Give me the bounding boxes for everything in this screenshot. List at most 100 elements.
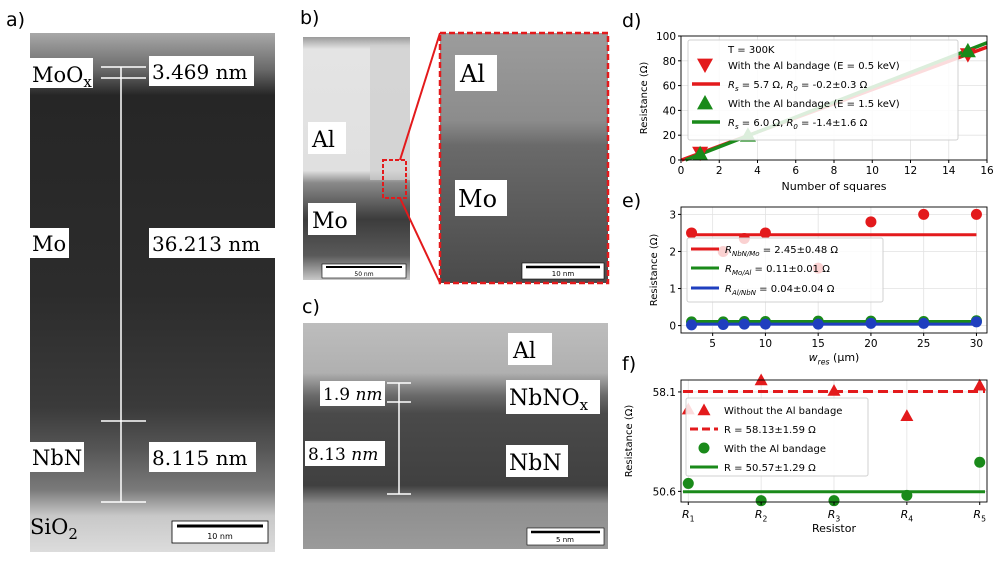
svg-text:1.9 nm: 1.9 nm: [323, 385, 383, 405]
chart-f-point-green-1: [755, 495, 767, 507]
chart-e-point-0-3: [759, 227, 771, 239]
chart-f-legend-marker-2: [698, 442, 710, 454]
svg-text:Al: Al: [512, 339, 536, 364]
chart-d-ytick-1: 20: [663, 130, 676, 142]
zoom-connector-top: [399, 32, 441, 161]
chart-f-point-green-2: [828, 495, 840, 507]
chart-e-xtick-5: 30: [970, 338, 983, 350]
chart-f-panel-label: f): [622, 353, 636, 375]
chart-d-point-2-2: [959, 42, 976, 58]
chart-e-point-2-3: [759, 318, 771, 330]
svg-text:Al: Al: [311, 128, 335, 153]
zoom-connector-bottom: [399, 197, 441, 284]
chart-d-xtick-4: 8: [831, 165, 838, 177]
chart-e-point-2-5: [865, 317, 877, 329]
chart-d-xtick-3: 6: [792, 165, 799, 177]
chart-e-ytick-3: 3: [669, 209, 676, 221]
chart-d-ytick-4: 80: [663, 56, 676, 68]
chart-d-xtick-8: 16: [980, 165, 994, 177]
thickness-label-nbn: 8.115 nm: [149, 442, 256, 472]
chart-f-xtick-0: R1: [682, 508, 695, 523]
chart-f-point-green-4: [974, 456, 986, 468]
c-label-nbn: NbN: [506, 445, 568, 477]
chart-f-point-red-3: [900, 409, 914, 422]
chart-d-point-2-0: [692, 145, 709, 161]
chart-d-ytick-0: 0: [669, 155, 676, 167]
chart-e-ytick-1: 1: [669, 284, 676, 296]
chart-f-ytick-0: 50.6: [653, 486, 677, 498]
svg-text:36.213 nm: 36.213 nm: [152, 232, 260, 256]
chart-f-xtick-2: R3: [828, 508, 841, 523]
chart-e-xlabel: wres (μm): [809, 351, 860, 366]
chart-e-panel-label: e): [622, 190, 641, 212]
chart-d-xtick-1: 2: [716, 165, 723, 177]
chart-d-ylabel: Resistance (Ω): [639, 62, 650, 135]
c-label-nbnox: NbNOx: [506, 380, 600, 414]
chart-d: d) 0 2 4 6 8 10 12 14 16 0 20 40 60 80 100 Number of squ…: [622, 10, 994, 193]
svg-text:NbN: NbN: [32, 446, 82, 470]
chart-f-xtick-1: R2: [755, 508, 768, 523]
chart-e-point-2-2: [738, 318, 750, 330]
panel-c-label: c): [302, 296, 320, 318]
chart-e-ytick-0: 0: [669, 321, 676, 333]
tem-image-a: [30, 33, 275, 552]
chart-e-point-2-6: [918, 317, 930, 329]
chart-e-point-0-6: [918, 208, 930, 220]
scalebar-a: 10 nm: [171, 520, 269, 544]
chart-f-ylabel: Resistance (Ω): [624, 405, 635, 478]
chart-f-ytick-1: 58.1: [653, 387, 676, 399]
chart-e-point-2-7: [970, 316, 982, 328]
chart-e-xtick-4: 25: [917, 338, 930, 350]
layer-label-nbn: NbN: [29, 442, 84, 472]
svg-text:10 nm: 10 nm: [207, 532, 233, 541]
chart-d-xlabel: Number of squares: [782, 180, 887, 193]
chart-f-point-green-0: [682, 477, 694, 489]
chart-f-legend-label-2: With the Al bandage: [724, 444, 826, 455]
chart-e-legend-label-1: RMo/Al = 0.11±0.01 Ω: [725, 264, 830, 277]
svg-text:8.13 nm: 8.13 nm: [308, 445, 378, 465]
chart-d-ytick-2: 40: [663, 105, 676, 117]
inset-label-mo: Mo: [455, 180, 507, 216]
chart-f-legend-marker-0: [697, 403, 711, 416]
svg-text:10 nm: 10 nm: [552, 270, 575, 278]
inset-label-al: Al: [455, 55, 497, 91]
layer-label-moox: MoOx: [29, 58, 93, 91]
svg-text:5 nm: 5 nm: [556, 536, 574, 544]
chart-f-point-red-4: [973, 378, 987, 391]
svg-text:NbN: NbN: [509, 451, 562, 476]
chart-d-legend-marker-2: [697, 95, 713, 110]
tem-image-c: [303, 323, 608, 549]
chart-d-panel-label: d): [622, 10, 641, 32]
scalebar-b-left: 50 nm: [321, 263, 407, 279]
chart-e-point-2-4: [812, 318, 824, 330]
thickness-label-moox: 3.469 nm: [149, 56, 254, 86]
chart-d-legend-label-0: With the Al bandage (E = 0.5 keV): [728, 61, 900, 72]
b-label-mo: Mo: [308, 203, 356, 235]
chart-e-xtick-3: 20: [864, 338, 877, 350]
chart-f-xlabel: Resistor: [812, 522, 856, 535]
chart-d-xtick-5: 10: [866, 165, 879, 177]
substrate-label: SiO2: [30, 515, 78, 543]
chart-d-legend-marker-0: [697, 58, 713, 73]
chart-d-legend-title: T = 300K: [727, 45, 775, 56]
chart-e-point-2-1: [717, 318, 729, 330]
c-label-al: Al: [508, 333, 552, 365]
chart-f-point-green-3: [901, 489, 913, 501]
chart-e: e) 5 10 15 20 25 30 0 1 2 3 wres (μm) Resistance (Ω)…: [622, 190, 988, 366]
c-thickness-2: 8.13 nm: [305, 441, 385, 466]
chart-e-xtick-0: 5: [709, 338, 716, 350]
chart-f-legend-label-0: Without the Al bandage: [724, 406, 842, 417]
chart-e-ylabel: Resistance (Ω): [649, 234, 660, 307]
scalebar-b-inset: 10 nm: [521, 262, 605, 280]
chart-f-point-red-1: [754, 373, 768, 386]
b-label-al: Al: [308, 122, 346, 154]
panel-a: a) MoOx 3.469 nm Mo 36.213 nm NbN: [6, 9, 275, 552]
panel-b-label: b): [300, 7, 319, 29]
chart-f-legend-label-3: R = 50.57±1.29 Ω: [724, 463, 816, 474]
svg-text:Mo: Mo: [32, 232, 66, 256]
chart-e-xtick-1: 10: [759, 338, 772, 350]
thickness-label-mo: 36.213 nm: [149, 228, 275, 258]
svg-text:8.115 nm: 8.115 nm: [152, 446, 247, 470]
scalebar-c: 5 nm: [526, 527, 605, 546]
chart-f-point-red-2: [827, 384, 841, 396]
